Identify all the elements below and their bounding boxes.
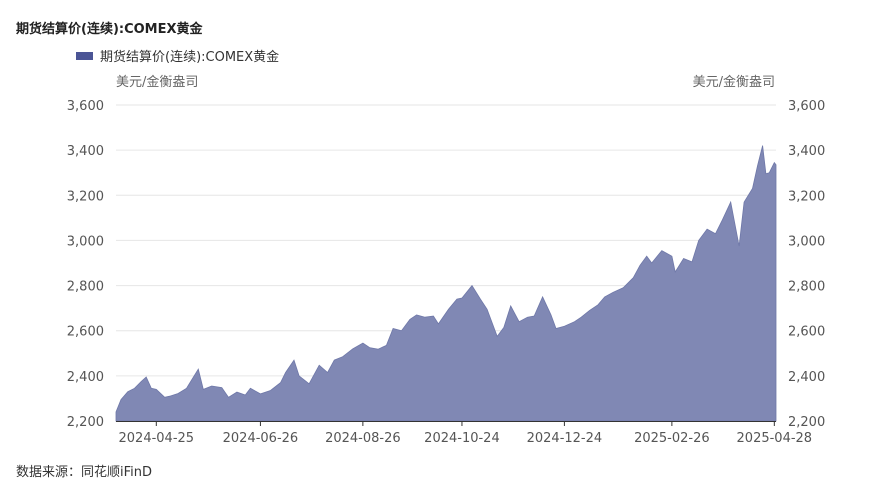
data-area [115, 145, 777, 422]
x-tick-label: 2025-04-28 [737, 431, 813, 446]
x-axis-ticks: 2024-04-25 2024-06-26 2024-08-26 2024-10-24… [119, 421, 813, 446]
y-tick-label-right: 2,600 [788, 325, 825, 340]
legend-label: 期货结算价(连续):COMEX黄金 [100, 50, 280, 65]
x-tick-label: 2024-12-24 [527, 431, 603, 446]
y-axis-unit-right: 美元/金衡盎司 [692, 75, 775, 90]
series-area [115, 145, 777, 422]
y-tick-label-left: 3,200 [67, 189, 104, 204]
y-tick-label-left: 2,200 [67, 415, 104, 430]
y-tick-label-left: 2,400 [67, 370, 104, 385]
y-tick-label-right: 2,200 [788, 415, 825, 430]
x-tick-label: 2025-02-26 [634, 431, 710, 446]
x-tick-label: 2024-04-25 [119, 431, 195, 446]
y-tick-label-right: 2,800 [788, 280, 825, 295]
x-tick-label: 2024-08-26 [325, 431, 401, 446]
y-tick-label-right: 3,000 [788, 234, 825, 249]
legend-swatch-icon [76, 51, 93, 60]
legend[interactable]: 期货结算价(连续):COMEX黄金 [76, 46, 279, 65]
y-tick-label-left: 2,800 [67, 280, 104, 295]
y-tick-label-right: 3,600 [788, 99, 825, 114]
y-axis-right-ticks: 2,200 2,400 2,600 2,800 3,000 3,200 3,400 3,600 [788, 99, 825, 430]
y-tick-label-right: 3,200 [788, 189, 825, 204]
y-tick-label-left: 3,600 [67, 99, 104, 114]
y-tick-label-right: 3,400 [788, 144, 825, 159]
y-axis-unit-left: 美元/金衡盎司 [116, 75, 199, 90]
y-tick-label-right: 2,400 [788, 370, 825, 385]
y-axis-left-ticks: 2,200 2,400 2,600 2,800 3,000 3,200 3,400 3,600 [67, 99, 104, 430]
x-tick-label: 2024-10-24 [424, 431, 500, 446]
data-source: 数据来源：同花顺iFinD [16, 465, 153, 480]
y-tick-label-left: 3,400 [67, 144, 104, 159]
chart-title: 期货结算价(连续):COMEX黄金 [16, 22, 203, 37]
x-tick-label: 2024-06-26 [223, 431, 299, 446]
y-tick-label-left: 2,600 [67, 325, 104, 340]
y-tick-label-left: 3,000 [67, 234, 104, 249]
